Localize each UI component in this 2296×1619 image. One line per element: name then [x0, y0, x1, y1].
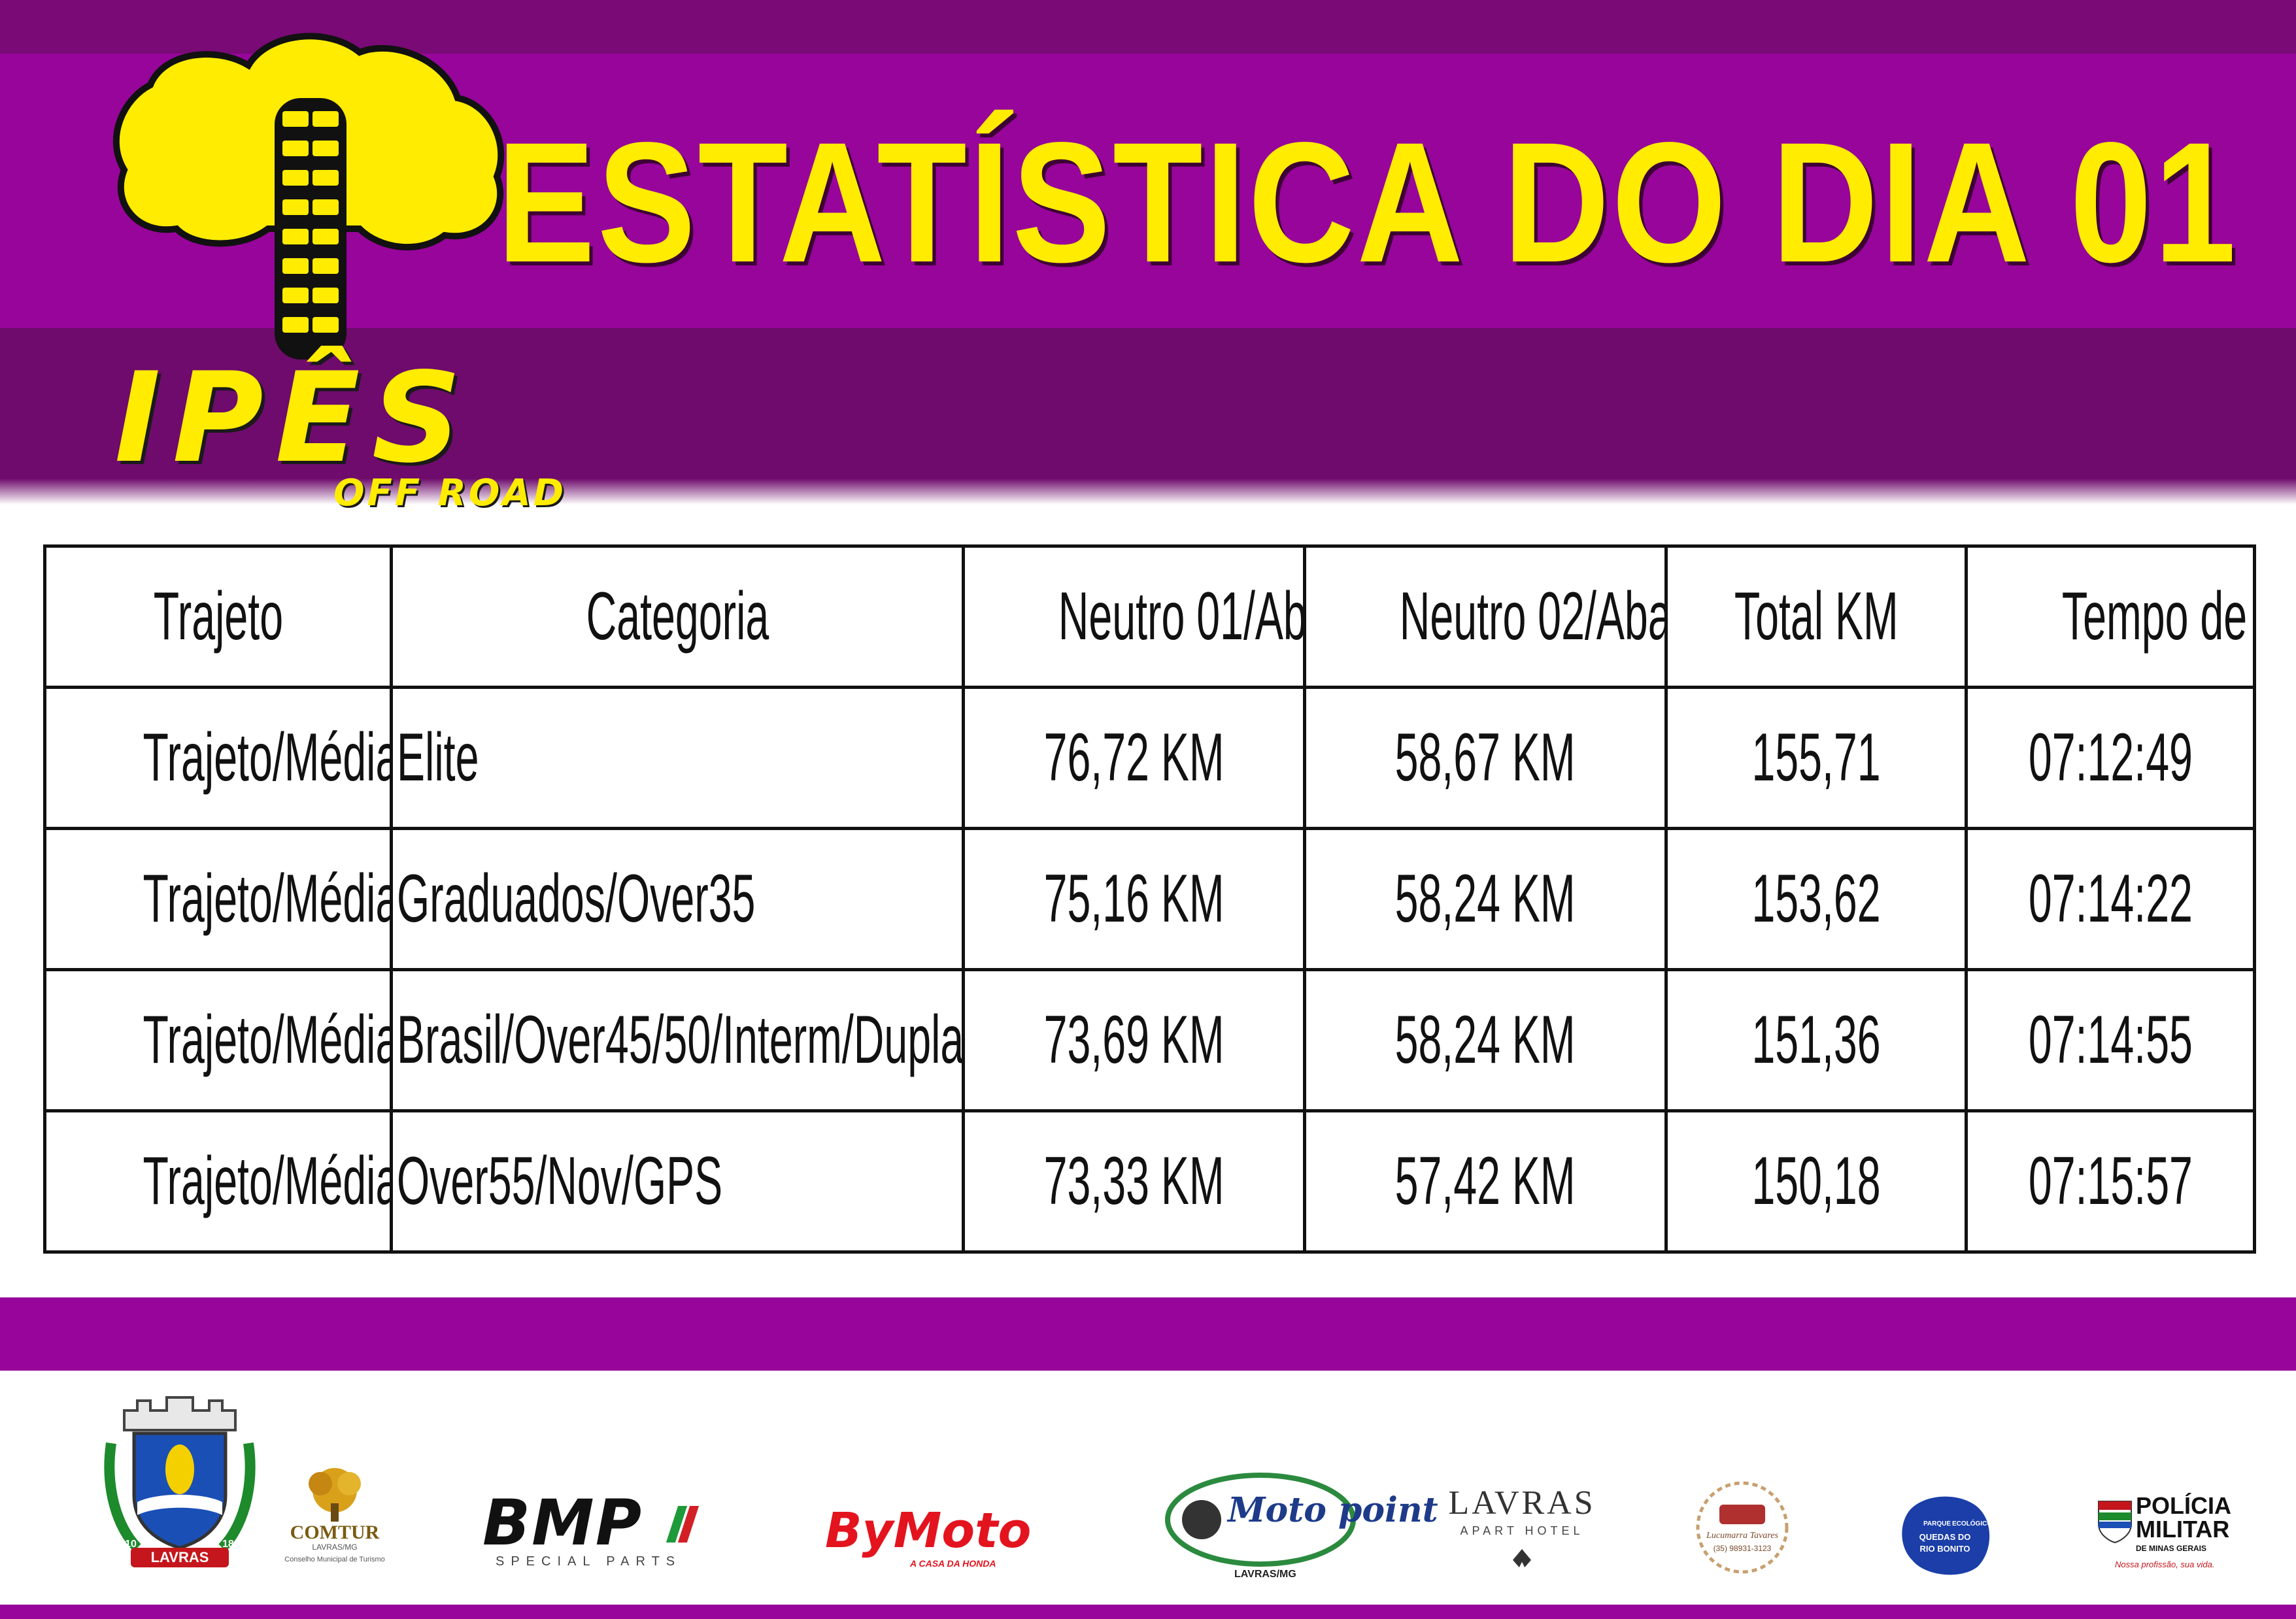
table-row: Trajeto/Média 01 Elite 76,72 KM 58,67 KM… [43, 686, 2256, 830]
lucumarra-logo: Lucumarra Tavares (35) 98931-3123 [1693, 1478, 1791, 1577]
cell-tempo: 07:14:22 [1965, 827, 2256, 971]
policia-shield-icon [2098, 1501, 2132, 1544]
lucumarra-name: Lucumarra Tavares [1706, 1531, 1778, 1541]
cell-neutro-01: 76,72 KM [962, 686, 1306, 830]
cell-trajeto: Trajeto/Média 04 [43, 1109, 393, 1254]
policia-tagline: Nossa profissão, sua vida. [2115, 1560, 2215, 1569]
footer-band-bottom [0, 1605, 2296, 1619]
comtur-logo: COMTUR LAVRAS/MG Conselho Municipal de T… [282, 1464, 387, 1569]
table-row: Trajeto/Média 02 Graduados/Over35 75,16 … [43, 827, 2256, 971]
logo-subtitle: OFF ROAD [333, 472, 567, 514]
lucumarra-phone: (35) 98931-3123 [1713, 1544, 1772, 1553]
cell-total-km: 153,62 [1664, 827, 1968, 971]
cell-trajeto: Trajeto/Média 02 [43, 827, 393, 971]
cell-total-km: 155,71 [1664, 686, 1968, 830]
header-fade [0, 478, 2296, 505]
page-title: ESTATÍSTICA DO DIA 01 [497, 107, 2238, 298]
header-banner: IPÊS OFF ROAD ESTATÍSTICA DO DIA 01 [0, 0, 2296, 513]
cell-categoria: Graduados/Over35 [390, 827, 965, 971]
policia-militar-logo: POLÍCIA MILITAR DE MINAS GERAIS Nossa pr… [2095, 1492, 2231, 1577]
rio-bonito-map-icon [1902, 1496, 1990, 1575]
header-total-km: Total KM [1664, 544, 1968, 689]
motopoint-oval-icon [1165, 1473, 1356, 1567]
lavras-crest-logo: LAVRAS 13-10 1831 [98, 1384, 262, 1580]
cell-neutro-02: 58,24 KM [1303, 827, 1668, 971]
table-row: Trajeto/Média 04 Over55/Nov/GPS 73,33 KM… [43, 1109, 2256, 1254]
header-tempo-de-prova: Tempo de Prova [1965, 544, 2256, 689]
cell-neutro-01: 73,69 KM [962, 968, 1306, 1112]
cell-neutro-01: 73,33 KM [962, 1109, 1306, 1254]
cell-tempo: 07:15:57 [1965, 1109, 2256, 1254]
comtur-tree-icon [309, 1468, 361, 1522]
cell-categoria: Over55/Nov/GPS [390, 1109, 965, 1254]
header-categoria: Categoria [390, 544, 965, 689]
bymoto-name: ByMoto [825, 1503, 1032, 1559]
cell-neutro-02: 58,24 KM [1303, 968, 1668, 1112]
hotel-name: LAVRAS [1448, 1484, 1596, 1522]
motopoint-name: Moto point [1228, 1490, 1438, 1530]
motopoint-city: LAVRAS/MG [1234, 1569, 1296, 1580]
bymoto-logo: ByMoto A CASA DA HONDA [825, 1503, 1067, 1575]
comtur-city: LAVRAS/MG [312, 1543, 358, 1552]
cell-tempo: 07:14:55 [1965, 968, 2256, 1112]
cell-neutro-01: 75,16 KM [962, 827, 1306, 971]
policia-line3: DE MINAS GERAIS [2136, 1544, 2207, 1553]
lavras-apart-hotel-logo: LAVRAS APART HOTEL [1443, 1484, 1600, 1575]
rio-bonito-line2: ECOLÓGICO [1952, 1520, 1993, 1527]
table-header-row: Trajeto Categoria Neutro 01/Abast Neutro… [43, 544, 2256, 689]
bmp-name: BMP [482, 1486, 643, 1560]
cell-trajeto: Trajeto/Média 01 [43, 686, 393, 830]
bmp-logo: BMP SPECIAL PARTS [476, 1492, 724, 1570]
header-band-top [0, 0, 2296, 54]
header-neutro-01: Neutro 01/Abast [962, 544, 1306, 689]
comtur-caption: Conselho Municipal de Turismo [284, 1556, 385, 1563]
hotel-emblem-icon [1513, 1549, 1531, 1567]
header-trajeto: Trajeto [43, 544, 393, 689]
cell-tempo: 07:12:49 [1965, 686, 2256, 830]
tree-tire-logo-icon [112, 33, 505, 359]
rio-bonito-line4: RIO BONITO [1919, 1544, 1970, 1554]
crest-icon [104, 1396, 256, 1567]
cell-trajeto: Trajeto/Média 03 [43, 968, 393, 1112]
table-row: Trajeto/Média 03 Brasil/Over45/50/Interm… [43, 968, 2256, 1112]
logo-wordmark: IPÊS [114, 346, 473, 490]
rio-bonito-logo: PARQUE ECOLÓGICO QUEDAS DO RIO BONITO [1896, 1492, 1994, 1577]
crest-banner-text: LAVRAS [150, 1549, 209, 1565]
header-neutro-02: Neutro 02/Abast [1303, 544, 1668, 689]
crest-date-right: 1831 [222, 1539, 246, 1550]
rio-bonito-line1: PARQUE [1923, 1520, 1951, 1527]
crest-date-left: 13-10 [110, 1539, 137, 1550]
hotel-tagline: APART HOTEL [1460, 1524, 1584, 1537]
ipes-offroad-logo: IPÊS OFF ROAD [52, 26, 575, 513]
motopoint-logo: Moto point LAVRAS/MG [1162, 1471, 1438, 1582]
bymoto-tagline: A CASA DA HONDA [910, 1558, 996, 1569]
cell-neutro-02: 58,67 KM [1303, 686, 1668, 830]
lucumarra-badge-icon [1696, 1481, 1789, 1574]
footer-band [0, 1297, 2296, 1371]
policia-line1: POLÍCIA [2136, 1492, 2232, 1519]
header-band-bottom [0, 328, 2296, 478]
policia-line2: MILITAR [2136, 1516, 2230, 1543]
rio-bonito-line3: QUEDAS DO [1919, 1532, 1971, 1542]
comtur-name: COMTUR [290, 1522, 380, 1543]
statistics-table: Trajeto Categoria Neutro 01/Abast Neutro… [43, 544, 2256, 1254]
cell-total-km: 151,36 [1664, 968, 1968, 1112]
cell-neutro-02: 57,42 KM [1303, 1109, 1668, 1254]
cell-total-km: 150,18 [1664, 1109, 1968, 1254]
bmp-tagline: SPECIAL PARTS [496, 1554, 682, 1569]
cell-categoria: Elite [390, 686, 965, 830]
cell-categoria: Brasil/Over45/50/Interm/Duplas [390, 968, 965, 1112]
